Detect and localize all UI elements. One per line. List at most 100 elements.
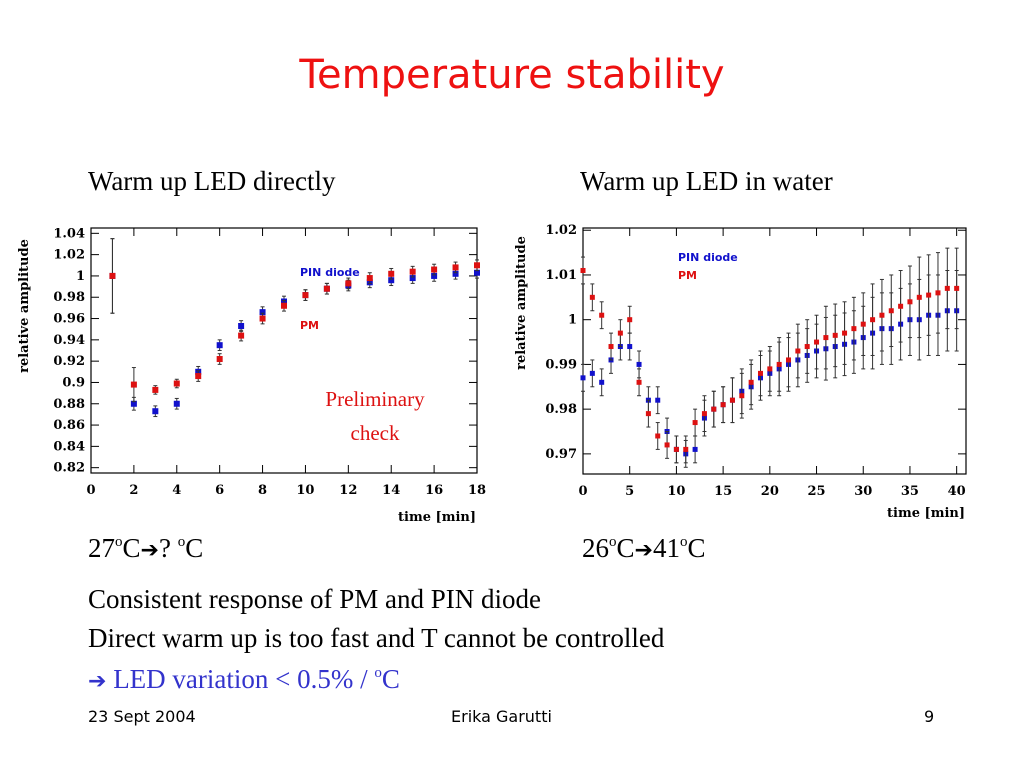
left-temp-unit-2: C	[185, 533, 204, 563]
slide-title: Temperature stability	[299, 52, 725, 98]
x-tick-label: 25	[807, 484, 825, 499]
data-point	[879, 312, 885, 318]
x-axis-label: time [min]	[398, 510, 476, 525]
data-point	[599, 312, 605, 318]
right-temp-unit-2: C	[687, 533, 706, 563]
y-tick-label: 0.92	[53, 354, 85, 369]
data-point	[599, 379, 605, 385]
data-point	[916, 294, 922, 300]
data-point	[860, 321, 866, 327]
plot-frame	[582, 227, 967, 475]
y-tick-label: 1	[76, 269, 85, 284]
left-chart: 0.82 0.84 0.86 0.88 0.9 0.92 0.94 0.96 0.98 1 1.02…	[17, 226, 486, 525]
data-point	[195, 373, 202, 380]
data-point	[757, 370, 763, 376]
data-point	[627, 317, 633, 323]
data-point	[944, 285, 950, 291]
x-tick-label: 2	[129, 483, 138, 498]
x-tick-label: 12	[339, 483, 357, 498]
data-point	[842, 330, 848, 336]
footer-author: Erika Garutti	[451, 707, 552, 726]
data-point	[173, 400, 180, 407]
y-tick-label: 0.9	[62, 375, 85, 390]
y-tick-label: 0.84	[53, 439, 85, 454]
y-tick-label: 1	[568, 313, 577, 328]
data-point	[452, 264, 459, 271]
data-point	[888, 308, 894, 314]
conclusion-line-2: Direct warm up is too fast and T cannot …	[88, 623, 665, 653]
data-point	[323, 285, 330, 292]
data-point	[259, 309, 266, 316]
data-point	[130, 381, 137, 388]
left-temp-unit-1: C	[122, 533, 141, 563]
data-point	[130, 400, 137, 407]
data-point	[238, 332, 245, 339]
left-temperature-range: 27oC➔? oC	[88, 533, 203, 564]
y-tick-label: 0.96	[53, 312, 85, 327]
data-point	[655, 397, 661, 403]
data-point	[711, 406, 717, 412]
data-point	[786, 357, 792, 363]
y-axis-label: relative amplitude	[17, 239, 32, 373]
data-point	[748, 379, 754, 385]
data-point	[580, 375, 586, 381]
data-point	[216, 356, 223, 363]
data-point	[804, 344, 810, 350]
left-chart-heading: Warm up LED directly	[88, 166, 336, 196]
x-tick-label: 6	[215, 483, 224, 498]
footer-page-number: 9	[924, 707, 935, 726]
data-point	[692, 420, 698, 426]
data-point	[935, 290, 941, 296]
data-point	[898, 303, 904, 309]
y-tick-label: 1.02	[545, 223, 577, 238]
x-tick-label: 14	[382, 483, 400, 498]
data-point	[388, 270, 395, 277]
y-tick-label: 1.02	[53, 248, 85, 263]
right-temp-start: 26	[582, 533, 609, 563]
x-tick-label: 10	[296, 483, 314, 498]
data-point	[683, 446, 689, 452]
data-point	[345, 280, 352, 287]
x-axis-label: time [min]	[887, 506, 965, 521]
data-point	[701, 411, 707, 417]
right-temp-unit-1: C	[616, 533, 635, 563]
right-temperature-range: 26oC➔41oC	[582, 533, 705, 564]
right-chart: 0.97 0.98 0.99 1 1.01 1.02 0 5 10 15 20 25 30 35 40 rel…	[514, 223, 967, 521]
data-point	[216, 342, 223, 349]
conclusion-line-1: Consistent response of PM and PIN diode	[88, 584, 541, 614]
x-tick-label: 16	[425, 483, 443, 498]
data-point	[589, 370, 595, 376]
data-point	[767, 366, 773, 372]
data-point	[795, 348, 801, 354]
data-point	[926, 292, 932, 298]
data-point	[589, 294, 595, 300]
arrow-right-icon: ➔	[140, 538, 159, 563]
right-temp-end: 41	[652, 533, 680, 563]
data-point	[692, 446, 698, 452]
degree-symbol: o	[374, 665, 382, 681]
data-point	[388, 277, 395, 284]
data-point	[109, 272, 116, 279]
y-tick-label: 0.99	[545, 357, 577, 372]
data-point	[954, 285, 960, 291]
x-tick-label: 35	[901, 484, 919, 499]
y-tick-label: 0.98	[53, 290, 85, 305]
annotation-line: check	[351, 421, 400, 445]
data-point	[739, 393, 745, 399]
data-point	[673, 446, 679, 452]
legend-pm: PM	[300, 319, 319, 332]
data-point	[776, 361, 782, 367]
left-temp-end: ?	[158, 533, 178, 563]
data-point	[655, 433, 661, 439]
y-axis-label: relative amplitude	[514, 236, 529, 370]
y-tick-label: 0.88	[53, 397, 85, 412]
data-point	[152, 386, 159, 393]
data-point	[636, 361, 642, 367]
x-tick-label: 10	[667, 484, 685, 499]
data-point	[409, 275, 416, 282]
x-tick-label: 5	[625, 484, 634, 499]
y-tick-label: 0.82	[53, 461, 85, 476]
data-point	[907, 299, 913, 305]
data-point	[729, 397, 735, 403]
data-point	[431, 266, 438, 273]
